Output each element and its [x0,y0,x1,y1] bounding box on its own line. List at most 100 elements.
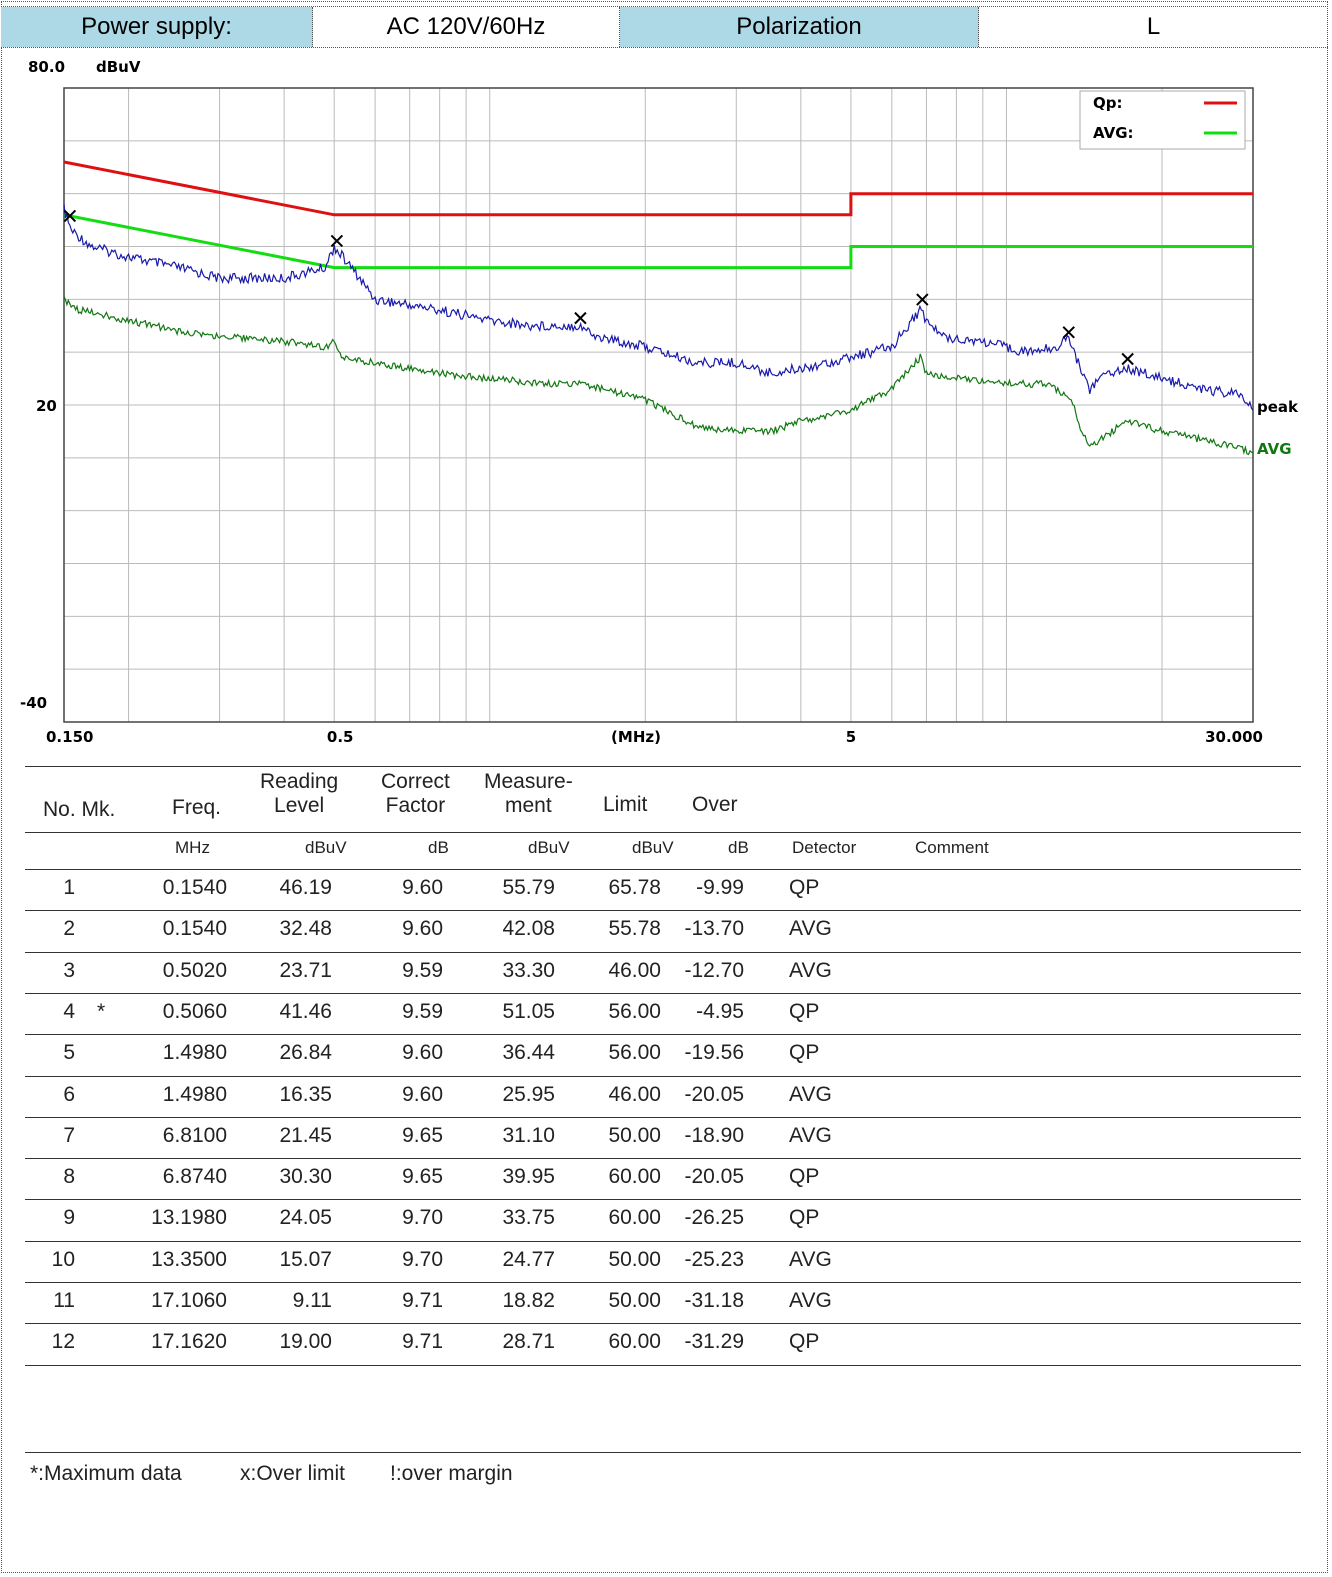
cell-measure: 51.05 [502,999,555,1023]
col-header-over: Over [692,793,738,816]
power-supply-value: AC 120V/60Hz [313,7,620,47]
col-header-reading: Reading Level [260,770,339,818]
cell-reading: 41.46 [279,999,332,1023]
x-tick-label: 30.000 [1205,728,1263,746]
cell-limit: 56.00 [608,1041,661,1065]
cell-freq: 0.5020 [162,958,227,982]
cell-measure: 18.82 [502,1289,555,1312]
qp-limit-line [63,160,1253,217]
cell-no: 3 [63,958,75,982]
peak-series-label: peak [1257,398,1299,416]
legend-box [1079,90,1246,150]
cell-limit: 60.00 [608,1206,661,1230]
cell-no: 1 [63,876,75,899]
polarization-label: Polarization [620,7,979,47]
cell-correct: 9.59 [402,999,443,1023]
cell-limit: 50.00 [608,1123,661,1147]
legend-label: Qp: [1093,94,1123,112]
cell-limit: 60.00 [608,1330,661,1354]
avg-series-label: AVG [1257,440,1292,458]
peak-marker [574,311,587,325]
cell-detector: QP [789,876,820,899]
cell-freq: 17.1620 [151,1330,227,1354]
cell-detector: AVG [789,1289,832,1312]
legend-label: AVG: [1093,124,1134,142]
cell-measure: 39.95 [502,1165,555,1189]
cell-reading: 46.19 [279,876,332,899]
y-axis-unit: dBuV [96,58,141,76]
cell-limit: 46.00 [608,958,661,982]
cell-measure: 55.79 [502,876,555,899]
cell-detector: AVG [789,1247,832,1271]
row-divider [25,1075,1301,1077]
cell-over: -31.29 [684,1330,744,1354]
marker-x-stroke [1062,326,1075,339]
cell-reading: 15.07 [279,1247,332,1271]
marker-x-stroke [1121,352,1134,366]
cell-freq: 1.4980 [162,1041,227,1065]
cell-no: 4 [63,999,75,1023]
unit-label: dB [428,838,449,857]
row-divider [25,1199,1301,1201]
cell-detector: AVG [789,917,832,941]
cell-limit: 55.78 [608,917,661,941]
cell-over: -4.95 [696,999,744,1023]
cell-limit: 60.00 [608,1165,661,1189]
unit-label: dBuV [632,838,674,857]
cell-over: -19.56 [684,1041,744,1065]
cell-limit: 65.78 [608,876,661,899]
row-divider [25,910,1301,912]
cell-reading: 19.00 [279,1330,332,1354]
peak-markers [63,209,1134,366]
cell-reading: 26.84 [279,1041,332,1065]
polarization-value: L [1146,13,1161,40]
col-header-measure: Measure- ment [484,770,573,818]
cell-measure: 31.10 [502,1123,555,1147]
cell-reading: 16.35 [279,1082,332,1106]
peak-trace [63,204,1254,411]
cell-freq: 1.4980 [162,1082,227,1106]
col-header-freq: Freq. [172,796,222,819]
x-tick-label: 0.5 [327,728,354,746]
cell-freq: 6.8740 [162,1165,227,1189]
row-divider [25,1240,1301,1242]
cell-no: 2 [63,917,75,941]
axis-labels: 80.0 20 -40 dBuV 0.150 0.5 5 30.000 (MHz) peak AVG [20,58,1299,746]
cell-reading: 21.45 [279,1123,332,1147]
cell-over: -9.99 [696,876,744,899]
cell-measure: 36.44 [502,1041,555,1065]
cell-freq: 17.1060 [151,1289,227,1312]
note-over-margin: !:over margin [390,1462,513,1485]
cell-limit: 50.00 [608,1289,661,1312]
power-supply-label: Power supply: [1,7,313,47]
avg-limit-line [63,213,1253,270]
plot-area [63,87,1254,723]
unit-label: Comment [915,838,989,857]
y-tick-label: 80.0 [28,58,65,76]
cell-over: -26.25 [684,1206,744,1230]
cell-no: 11 [53,1289,75,1312]
peak-marker [1121,352,1134,366]
unit-label: dBuV [305,838,347,857]
cell-detector: AVG [789,958,832,982]
cell-correct: 9.71 [402,1330,443,1354]
cell-correct: 9.70 [402,1247,443,1271]
cell-reading: 30.30 [279,1165,332,1189]
cell-detector: AVG [789,1082,832,1106]
cell-correct: 9.60 [402,876,443,899]
avg-trace [63,296,1254,456]
cell-correct: 9.60 [402,1082,443,1106]
unit-label: dB [728,838,749,857]
cell-measure: 42.08 [502,917,555,941]
cell-freq: 13.1980 [151,1206,227,1230]
cell-freq: 6.8100 [162,1123,227,1147]
cell-no: 10 [51,1247,75,1271]
marker-x-stroke [63,209,77,223]
cell-measure: 28.71 [502,1330,555,1354]
peak-marker [1062,326,1075,339]
cell-reading: 32.48 [279,917,332,941]
x-tick-label: 0.150 [46,728,93,746]
cell-detector: AVG [789,1123,832,1147]
row-divider [25,1323,1301,1325]
cell-detector: QP [789,1165,820,1189]
